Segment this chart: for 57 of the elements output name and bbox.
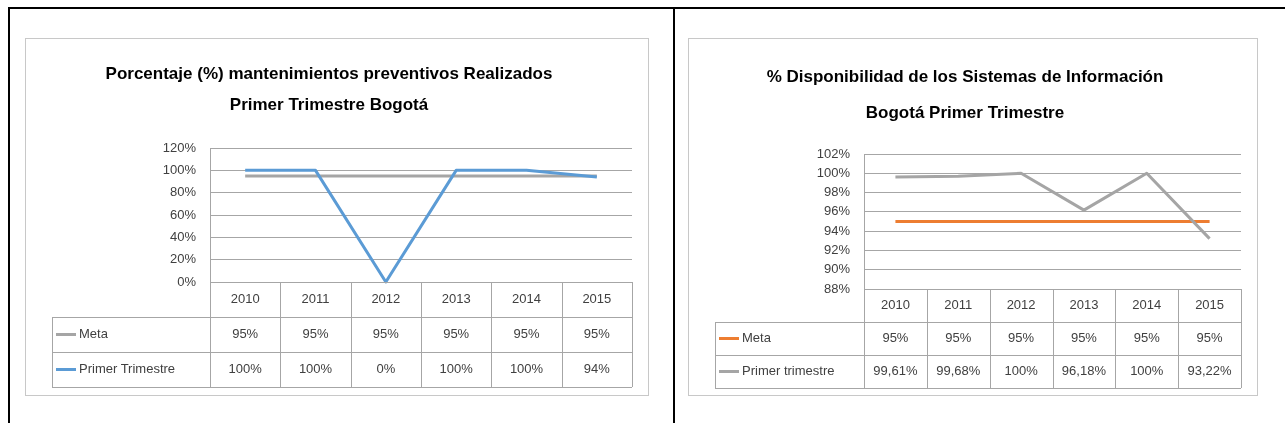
data-label: 95% [232,326,259,342]
data-label: 95% [882,330,909,346]
data-label: 100% [228,361,263,377]
x-tick-label: 2012 [1006,297,1036,313]
data-label: 95% [1196,330,1224,346]
x-tick-label: 2011 [301,291,330,307]
legend-label: Meta [742,330,772,346]
chart-title: Porcentaje (%) mantenimientos preventivos Realizados Primer Trimestre Bogotá [105,64,553,115]
y-tick-label: 0% [177,273,197,289]
x-tick-label: 2015 [1195,297,1225,313]
x-tick-label: 2011 [944,297,973,313]
x-tick-label: 2013 [1069,297,1099,313]
data-label: 95% [1133,330,1161,346]
data-label: 100% [509,361,544,377]
data-label: 95% [443,326,470,342]
data-label: 100% [439,361,474,377]
data-label: 95% [372,326,400,342]
y-tick-label: 98% [823,184,851,200]
x-tick-label: 2012 [371,291,401,307]
data-label: 95% [583,326,611,342]
x-tick-label: 2010 [230,291,260,307]
data-label: 96,18% [1061,363,1107,379]
data-label: 99,61% [873,363,918,379]
data-label: 94% [583,361,611,377]
y-tick-label: 90% [823,261,851,277]
data-label: 99,68% [936,363,981,379]
chart-title: % Disponibilidad de los Sistemas de Información Bogotá Primer Trimestre [766,66,1164,122]
data-label: 95% [302,326,329,342]
legend-label: Primer trimestre [742,363,835,379]
data-label: 100% [1130,363,1164,379]
y-tick-label: 92% [823,242,851,258]
y-tick-label: 120% [162,139,197,155]
data-label: 95% [513,326,540,342]
data-label: 0% [376,361,396,377]
y-tick-label: 96% [823,203,851,219]
y-tick-label: 102% [816,145,851,161]
data-label: 95% [1070,330,1098,346]
data-label: 93,22% [1187,363,1233,379]
y-tick-label: 40% [169,228,197,244]
data-label: 95% [1008,330,1035,346]
y-tick-label: 100% [162,161,197,177]
y-tick-label: 20% [169,251,197,267]
x-tick-label: 2014 [512,291,541,307]
x-tick-label: 2014 [1132,297,1162,313]
x-tick-label: 2013 [441,291,471,307]
data-label: 100% [298,361,333,377]
legend-label: Meta [79,326,109,342]
legend-label: Primer Trimestre [79,361,176,377]
data-label: 95% [945,330,972,346]
x-tick-label: 2010 [880,297,910,313]
data-label: 100% [1004,363,1039,379]
y-tick-label: 60% [169,206,197,222]
y-tick-label: 100% [816,164,851,180]
x-tick-label: 2015 [582,291,612,307]
y-tick-label: 94% [823,222,851,238]
y-tick-label: 88% [823,280,851,296]
y-tick-label: 80% [169,184,197,200]
